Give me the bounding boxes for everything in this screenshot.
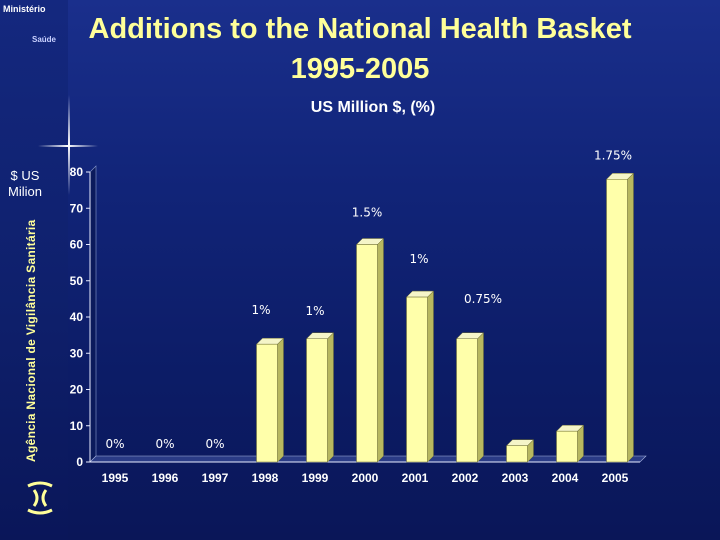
- chart-subtitle: US Million $, (%): [310, 99, 436, 116]
- crosshair-decoration-h: [38, 145, 98, 147]
- left-strip: [0, 0, 68, 540]
- plot-side-wall: [89, 165, 97, 463]
- x-tick-label: 2002: [452, 471, 479, 485]
- data-label: 0%: [205, 437, 224, 451]
- bar-side: [577, 424, 584, 463]
- y-axis-unit-label: $ US Milion: [8, 168, 42, 200]
- bar-side: [627, 172, 634, 463]
- x-tick-label: 2005: [602, 471, 629, 485]
- x-tick-label: 1998: [252, 471, 279, 485]
- anvisa-logo-icon: [27, 481, 53, 515]
- bar: [506, 445, 528, 463]
- data-label: 1.75%: [594, 148, 632, 162]
- data-label: 1%: [409, 252, 428, 266]
- y-tick-label: 40: [70, 310, 84, 324]
- bar: [556, 430, 578, 463]
- ministry-name-2: Saúde: [32, 35, 57, 44]
- data-label: 1.5%: [352, 206, 383, 220]
- ministry-name: Ministério: [3, 4, 46, 14]
- y-tick-label: 20: [70, 383, 84, 397]
- y-axis-unit-line2: Milion: [8, 184, 42, 199]
- bars: [255, 172, 635, 463]
- bar: [606, 179, 628, 463]
- bar-side: [477, 332, 484, 463]
- y-tick-label: 30: [70, 346, 84, 360]
- y-tick-label: 10: [70, 419, 84, 433]
- y-tick-label: 60: [70, 238, 84, 252]
- x-tick-label: 1997: [202, 471, 229, 485]
- y-tick-label: 80: [70, 165, 84, 179]
- data-label: 0%: [155, 437, 174, 451]
- chart-title-years: 1995-2005: [290, 53, 430, 85]
- x-tick-label: 2003: [502, 471, 529, 485]
- x-tick-label: 1999: [302, 471, 329, 485]
- x-tick-label: 2001: [402, 471, 429, 485]
- bar-side: [377, 237, 384, 463]
- data-label: 1%: [251, 303, 270, 317]
- x-tick-label: 1996: [152, 471, 179, 485]
- bar: [256, 343, 278, 463]
- x-tick-label: 1995: [102, 471, 129, 485]
- bar-side: [427, 290, 434, 463]
- bar: [406, 296, 428, 463]
- bar: [456, 338, 478, 463]
- y-tick-label: 70: [70, 201, 84, 215]
- data-label: 1%: [305, 304, 324, 318]
- bar-side: [277, 337, 284, 463]
- x-tick-label: 2000: [352, 471, 379, 485]
- bar-side: [327, 332, 334, 463]
- bar: [356, 244, 378, 463]
- y-tick-label: 0: [76, 455, 83, 469]
- data-label: 0%: [105, 437, 124, 451]
- x-tick-label: 2004: [552, 471, 579, 485]
- y-tick-label: 50: [70, 274, 84, 288]
- labels: 0 10 20 30 40 50 60 70 80 1995 1996 1997 1998 1999 200…: [70, 148, 632, 485]
- data-label: 0.75%: [464, 292, 502, 306]
- bar: [306, 338, 328, 463]
- y-axis-unit-line1: $ US: [10, 168, 40, 183]
- chart-title: Additions to the National Health Basket: [88, 13, 632, 45]
